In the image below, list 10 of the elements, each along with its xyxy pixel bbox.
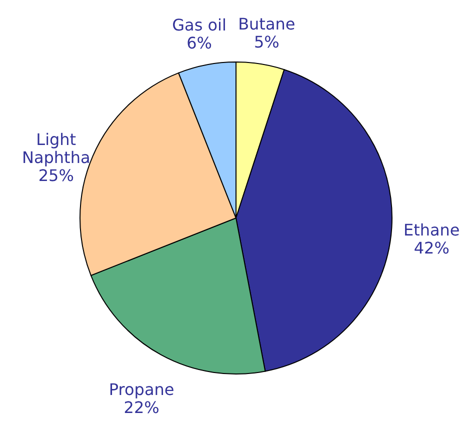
data-label: 5% [254, 32, 280, 52]
data-label: 6% [186, 33, 212, 52]
slice-label: Light Naphtha [22, 130, 90, 168]
data-label: 22% [124, 398, 160, 417]
data-label: 25% [38, 166, 74, 186]
slice-label: Butane [238, 14, 296, 34]
slice-label: Propane [108, 380, 174, 399]
data-label: 42% [414, 238, 450, 258]
slice-label: Ethane [403, 220, 460, 240]
slice-label: Gas oil [172, 15, 226, 34]
